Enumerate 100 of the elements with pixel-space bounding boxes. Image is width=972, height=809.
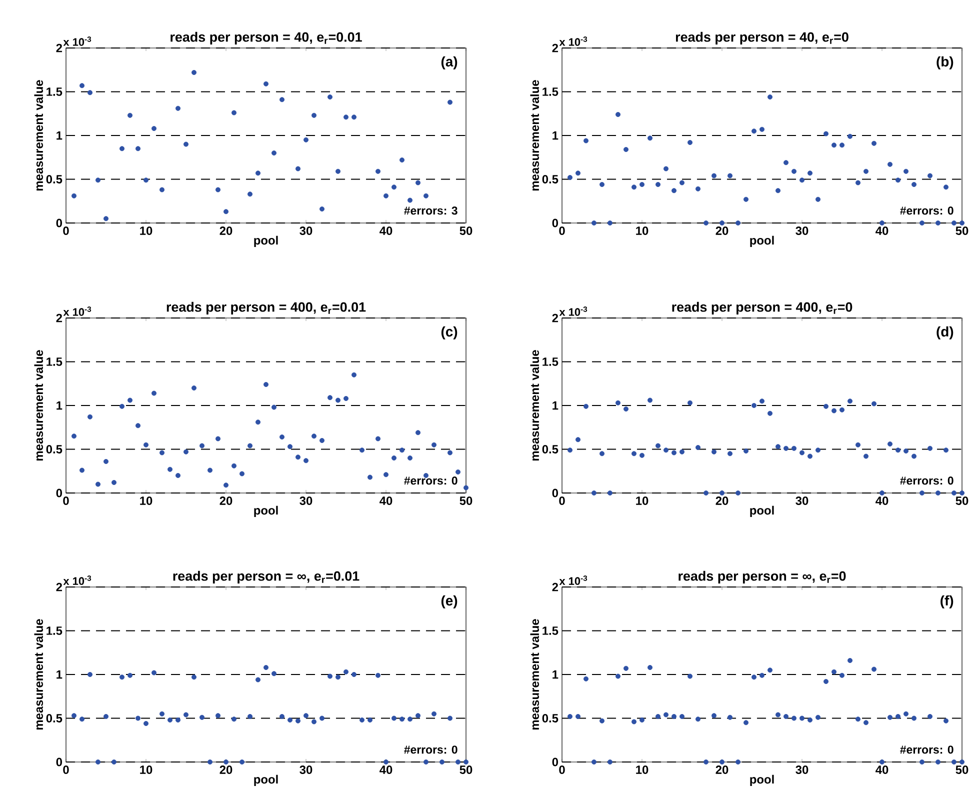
point [392,455,396,460]
y-tick-label: 1 [552,131,558,140]
point [600,718,605,724]
point [576,170,581,176]
x-tick-label: 40 [876,766,888,774]
point [336,398,340,403]
point [128,398,132,403]
point [176,718,180,722]
y-tick-label: 2 [56,314,62,322]
point [400,157,404,162]
x-tick-label: 20 [716,226,728,235]
chart-title: reads per person = ∞, e$_{r}$=0.01 [173,570,360,584]
point [160,187,164,192]
point [656,443,661,448]
point [808,454,813,459]
point [344,114,348,120]
point [792,168,797,174]
point [120,404,124,409]
point [616,112,621,117]
point [648,398,653,403]
point [72,434,76,439]
point [808,170,813,176]
annotation: (f) [940,595,954,608]
x-tick-label: 40 [380,496,392,505]
y-tick-label: 0.5 [46,714,62,722]
y-tick-label: 0 [552,218,558,228]
text: x 10$^{-3}$ [63,306,92,316]
y-tick-label: 1.5 [46,358,62,366]
y-axis-title: measurement value [530,350,540,461]
point [640,718,645,722]
x-tick-label: 50 [460,496,472,505]
point [584,138,589,144]
point [728,451,733,456]
point [88,414,92,420]
point [640,452,645,458]
x-tick-label: 0 [559,226,565,235]
point [328,674,332,679]
y-tick-label: 1.5 [46,626,62,635]
point [928,173,933,178]
point [280,434,284,440]
x-tick-label: 20 [716,766,728,774]
x-tick-label: 20 [716,496,728,505]
point [784,446,789,451]
annotation: #errors: 3 [404,206,458,215]
point [176,472,180,478]
point [432,442,436,448]
point [952,490,957,496]
point [672,188,677,194]
point [208,760,212,764]
y-tick-label: 1.5 [46,88,62,96]
point [256,420,260,425]
point [752,402,757,408]
x-tick-label: 30 [796,766,808,774]
point [904,711,909,716]
point [912,454,917,459]
point [632,184,637,190]
point [744,720,749,726]
point [712,173,717,178]
point [120,674,124,680]
point [856,180,861,186]
point [80,716,84,722]
point [832,669,837,674]
point [104,216,108,222]
point [960,490,965,496]
point [792,716,797,721]
y-axis-title: measurement value [34,350,44,461]
x-tick-label: 30 [300,766,312,774]
point [568,174,573,180]
point [688,400,693,406]
x-tick-label: 50 [460,766,472,774]
point [584,404,589,409]
point [664,712,669,718]
text: x 10$^{-3}$ [559,576,588,585]
y-tick-label: 1.5 [542,88,558,96]
point [816,196,821,202]
chart-title: reads per person = 400, e$_{r}$=0.01 [166,302,366,314]
point [144,721,148,726]
x-tick-label: 0 [63,226,69,235]
x-tick-label: 0 [559,766,565,774]
point [432,711,436,716]
point [296,454,300,460]
point [752,128,757,134]
point [112,480,116,485]
point [192,385,196,390]
point [608,760,613,764]
point [184,449,188,454]
point [360,718,364,722]
point [272,671,276,676]
x-axis-title: pool [750,506,774,517]
point [352,372,356,378]
point [736,220,741,226]
point [656,714,661,719]
point [224,209,228,214]
y-tick-label: 0.5 [46,445,62,454]
point [224,760,228,764]
point [696,186,701,192]
point [400,448,404,453]
y-tick-label: 0.5 [542,714,558,722]
point [944,448,949,453]
point [600,451,605,456]
